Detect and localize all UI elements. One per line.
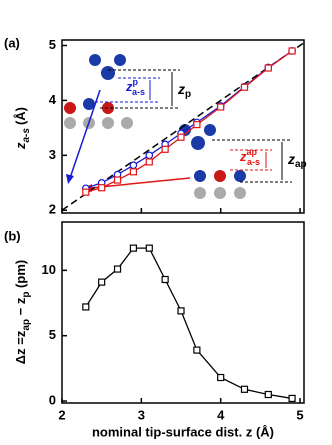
- y-label-b: − z: [13, 297, 28, 319]
- y-label-a: Δz =z: [13, 330, 28, 364]
- marker: [145, 244, 153, 252]
- x-tick-label: 4: [217, 407, 225, 422]
- marker: [82, 188, 90, 196]
- plot-frame: [61, 39, 305, 214]
- y-tick-label: 10: [42, 262, 56, 277]
- marker: [288, 47, 296, 55]
- marker: [129, 161, 138, 170]
- panel-label: (b): [4, 228, 21, 243]
- marker: [193, 346, 201, 354]
- marker: [129, 244, 138, 252]
- y-label: Δz =zap − zp (pm): [13, 260, 31, 364]
- y-label-sub: p: [21, 292, 32, 298]
- annotation-sub: a-s: [247, 157, 260, 167]
- y-tick-label: 4: [49, 92, 57, 107]
- y-tick-label: 5: [49, 37, 56, 52]
- annotation: zp a-s: [125, 77, 145, 97]
- annotation-sub: p: [185, 89, 191, 100]
- y-label-sub: a-s: [21, 128, 32, 143]
- x-tick-label: 3: [138, 407, 145, 422]
- plot-frame: [61, 221, 305, 404]
- y-tick-label: 2: [49, 202, 56, 217]
- annotation: zp: [177, 81, 191, 100]
- y-tick-label: 5: [49, 327, 56, 342]
- y-tick-label: 3: [49, 147, 56, 162]
- y-tick-label: 0: [49, 392, 56, 407]
- annotation-main: z: [177, 81, 185, 97]
- y-label-unit: (pm): [13, 260, 28, 292]
- marker: [217, 373, 225, 382]
- x-tick-label: 5: [296, 407, 303, 422]
- marker: [193, 120, 201, 129]
- x-tick-label: 2: [58, 407, 65, 422]
- annotation-main: z: [287, 151, 295, 167]
- annotation: zap: [287, 151, 307, 170]
- panel-label: (a): [4, 35, 20, 50]
- marker: [145, 151, 154, 160]
- marker: [129, 168, 138, 176]
- marker: [264, 64, 272, 72]
- marker: [240, 385, 249, 393]
- annotation-sub: ap: [295, 159, 307, 170]
- marker: [240, 83, 249, 91]
- marker: [161, 275, 169, 284]
- marker: [113, 176, 122, 184]
- annotation-sup: ap: [247, 147, 258, 157]
- annotation-sup: p: [133, 77, 139, 87]
- annotation-sub: a-s: [132, 87, 145, 97]
- marker: [161, 145, 169, 153]
- marker: [98, 184, 106, 192]
- x-label: nominal tip-surface dist. z (Å): [92, 424, 274, 439]
- marker: [82, 303, 90, 311]
- marker: [98, 278, 106, 286]
- marker: [264, 390, 272, 399]
- annotation-main: z: [239, 149, 247, 164]
- marker: [217, 103, 225, 111]
- marker: [113, 265, 122, 273]
- marker: [177, 307, 185, 315]
- marker: [288, 394, 296, 403]
- y-label-main: z: [13, 142, 28, 150]
- y-label: za-s (Å): [13, 107, 31, 150]
- y-label-sub: ap: [21, 319, 32, 331]
- annotation-main: z: [125, 79, 133, 94]
- marker: [145, 158, 153, 166]
- marker: [177, 133, 185, 141]
- y-label-unit: (Å): [13, 107, 28, 125]
- annotation: zap a-s: [239, 147, 260, 167]
- inset-sketch: [64, 54, 292, 199]
